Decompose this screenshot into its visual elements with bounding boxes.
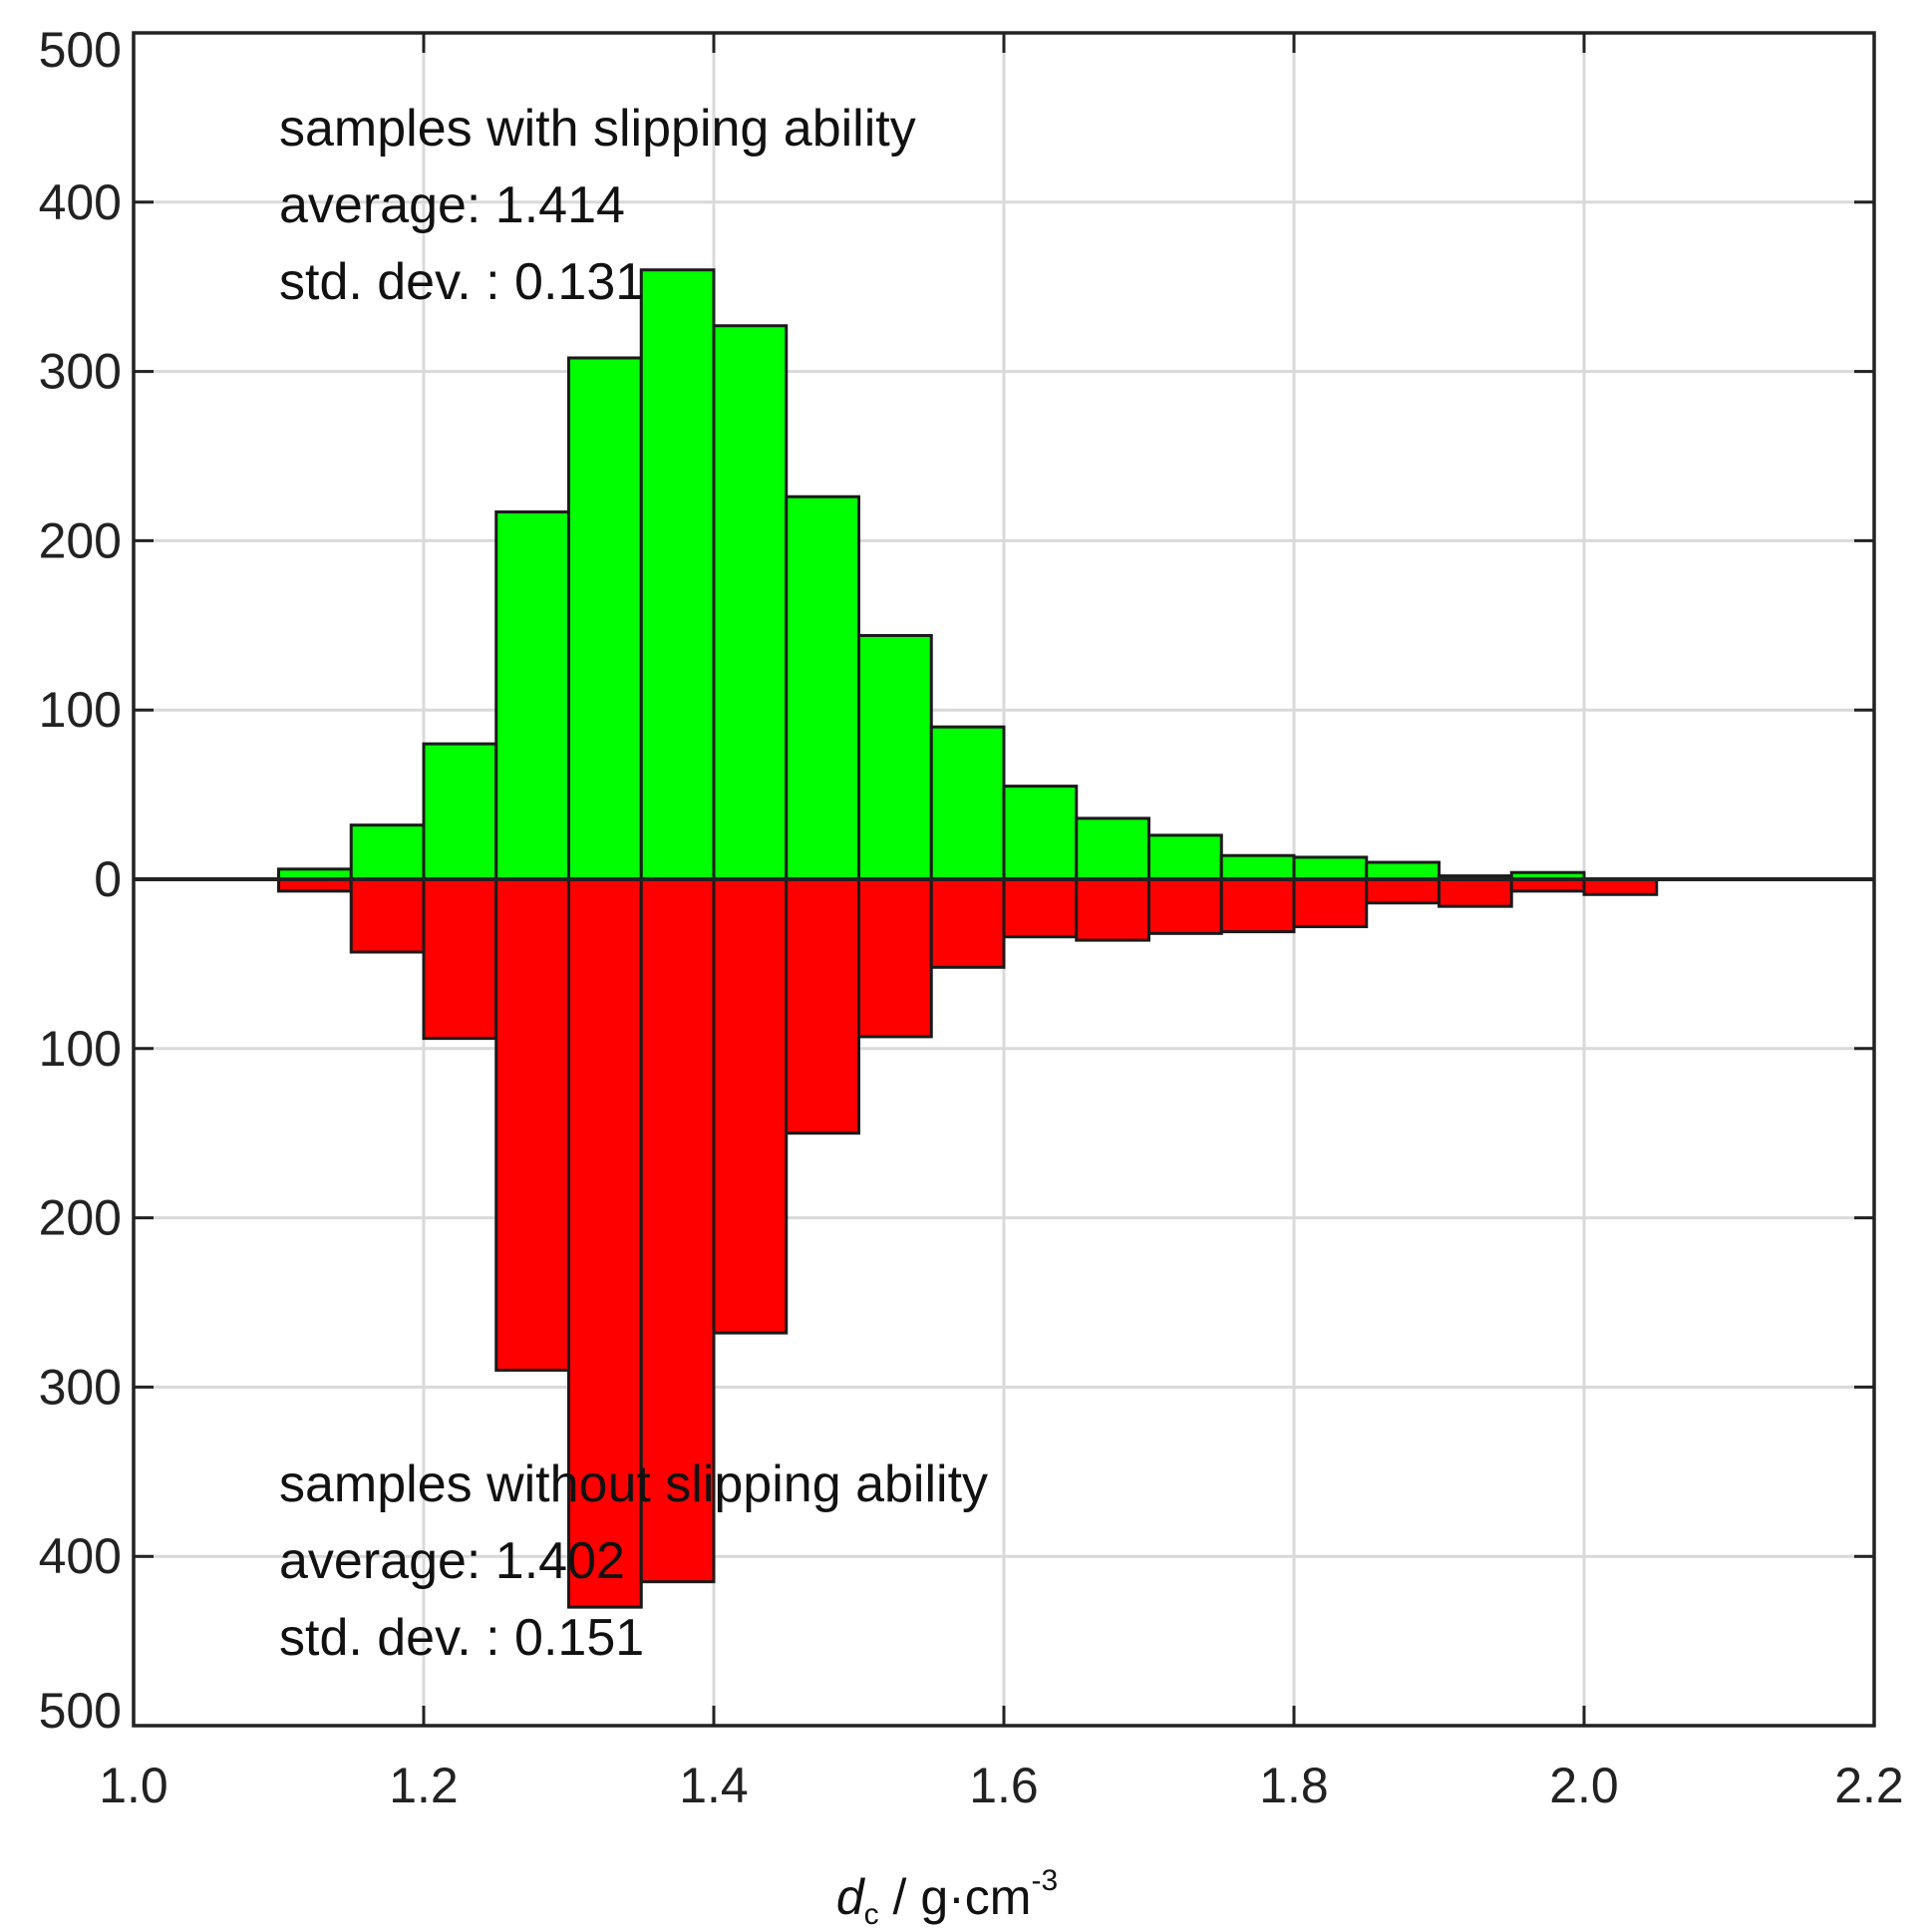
x-tick-labels: 1.0 1.2 1.4 1.6 1.8 2.0 2.2 bbox=[99, 1758, 1904, 1813]
bar-down-1 bbox=[349, 877, 426, 954]
bar-up-5 bbox=[639, 268, 716, 881]
y-tick-label-6: 100 bbox=[39, 1021, 122, 1077]
lower-annotation-line-1: samples without slipping ability bbox=[279, 1455, 988, 1513]
bar-down-3 bbox=[494, 877, 570, 1372]
y-tick-labels: 500 400 300 200 100 0 100 200 300 400 500 bbox=[39, 22, 122, 1739]
bar-down-14 bbox=[1292, 877, 1369, 929]
x-tick-label-3: 1.6 bbox=[969, 1758, 1039, 1813]
bar-down-8 bbox=[857, 877, 933, 1039]
y-tick-label-2: 300 bbox=[39, 344, 122, 400]
upper-annotation-line-1: samples with slipping ability bbox=[279, 100, 916, 158]
lower-annotation-line-2: average: 1.402 bbox=[279, 1532, 625, 1590]
bar-down-7 bbox=[785, 877, 860, 1135]
x-axis-label-units: / g·cm bbox=[879, 1869, 1032, 1925]
lower-annotation-line-3: std. dev. : 0.151 bbox=[279, 1609, 644, 1667]
x-tick-label-5: 2.0 bbox=[1549, 1758, 1619, 1813]
bar-down-2 bbox=[422, 877, 498, 1041]
y-tick-label-7: 200 bbox=[39, 1190, 122, 1246]
bar-up-14 bbox=[1292, 855, 1369, 881]
upper-annotation: samples with slipping ability average: 1… bbox=[279, 100, 916, 311]
bar-up-7 bbox=[785, 494, 860, 881]
x-tick-label-4: 1.8 bbox=[1259, 1758, 1329, 1813]
bar-down-6 bbox=[712, 877, 789, 1335]
x-tick-label-2: 1.4 bbox=[679, 1758, 749, 1813]
bar-up-13 bbox=[1219, 853, 1296, 881]
upper-annotation-line-2: average: 1.414 bbox=[279, 176, 625, 234]
bar-up-1 bbox=[349, 823, 426, 881]
x-axis-label: dc / g·cm-3 bbox=[836, 1864, 1058, 1931]
x-tick-label-1: 1.2 bbox=[389, 1758, 459, 1813]
bar-down-12 bbox=[1147, 877, 1223, 935]
x-axis-label-symbol: d bbox=[836, 1869, 866, 1925]
y-tick-label-9: 400 bbox=[39, 1528, 122, 1584]
bar-up-11 bbox=[1075, 816, 1150, 881]
bar-down-11 bbox=[1075, 877, 1150, 942]
bar-up-8 bbox=[857, 633, 933, 881]
bar-up-12 bbox=[1147, 833, 1223, 881]
bar-down-18 bbox=[1582, 877, 1659, 896]
y-tick-label-10: 500 bbox=[39, 1683, 122, 1739]
x-axis-label-superscript: -3 bbox=[1031, 1864, 1058, 1897]
bar-up-4 bbox=[567, 356, 643, 881]
bar-down-15 bbox=[1365, 877, 1441, 905]
bar-down-16 bbox=[1438, 877, 1513, 908]
bar-down-10 bbox=[1002, 877, 1079, 939]
bar-up-3 bbox=[494, 510, 570, 881]
x-tick-label-6: 2.2 bbox=[1834, 1758, 1904, 1813]
y-tick-label-0: 500 bbox=[39, 22, 122, 78]
upper-bars bbox=[277, 268, 1586, 881]
y-tick-label-1: 400 bbox=[39, 174, 122, 230]
tick-marks bbox=[132, 31, 1876, 1728]
bar-up-10 bbox=[1002, 785, 1079, 881]
bar-up-6 bbox=[712, 324, 789, 881]
y-tick-label-4: 100 bbox=[39, 682, 122, 738]
bar-up-15 bbox=[1365, 860, 1441, 881]
bar-up-2 bbox=[422, 742, 498, 881]
y-tick-label-8: 300 bbox=[39, 1359, 122, 1415]
lower-bars bbox=[277, 877, 1659, 1609]
bar-down-9 bbox=[929, 877, 1006, 969]
upper-annotation-line-3: std. dev. : 0.131 bbox=[279, 253, 644, 311]
y-tick-label-3: 200 bbox=[39, 512, 122, 568]
y-tick-label-5: 0 bbox=[94, 851, 122, 907]
x-tick-label-0: 1.0 bbox=[99, 1758, 168, 1813]
bar-down-13 bbox=[1219, 877, 1296, 934]
bar-up-9 bbox=[929, 725, 1006, 881]
x-axis-label-subscript: c bbox=[864, 1898, 879, 1931]
lower-annotation: samples without slipping ability average… bbox=[279, 1455, 988, 1667]
